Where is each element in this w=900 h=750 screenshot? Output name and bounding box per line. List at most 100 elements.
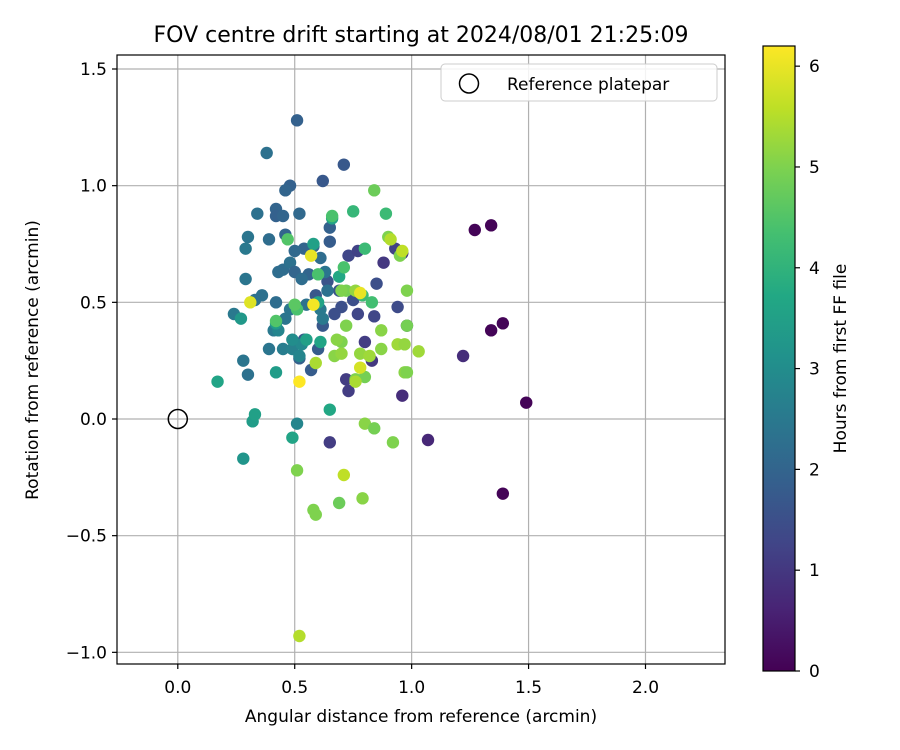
colorbar-tick-label: 3 (809, 360, 820, 380)
data-point (279, 184, 292, 197)
y-tick-label: 0.0 (80, 410, 107, 430)
legend: Reference platepar (440, 63, 718, 102)
legend-marker-reference (458, 73, 480, 94)
data-point (339, 319, 353, 332)
data-point (323, 221, 336, 234)
data-point (354, 361, 367, 374)
data-point (290, 417, 304, 430)
data-point (356, 492, 369, 505)
data-point (248, 408, 262, 421)
data-point (323, 436, 336, 449)
data-point (368, 184, 381, 197)
data-point (368, 422, 381, 435)
data-point (358, 370, 372, 384)
data-point (321, 284, 334, 297)
x-tick-label: 1.0 (398, 678, 425, 698)
data-point (314, 335, 327, 349)
data-point (321, 275, 334, 288)
data-point (239, 242, 252, 255)
x-tick-label: 0.0 (164, 678, 191, 698)
data-point (293, 349, 306, 363)
data-point (304, 249, 318, 262)
data-point (342, 384, 355, 398)
data-point (484, 324, 498, 337)
data-point (400, 366, 414, 379)
data-point (311, 268, 325, 281)
data-point (400, 284, 414, 297)
data-point (211, 375, 224, 388)
data-point (496, 487, 510, 500)
data-point (391, 300, 404, 314)
data-point (316, 174, 329, 188)
colorbar: 0 1 2 3 4 5 6 Hours from first FF file (762, 45, 851, 682)
y-axis-label: Rotation from reference (arcmin) (23, 220, 43, 500)
data-point (412, 345, 425, 358)
data-points (211, 114, 533, 643)
data-point (309, 508, 322, 521)
data-point (335, 347, 348, 360)
x-tick-label: 0.5 (281, 678, 308, 698)
data-point (323, 403, 336, 416)
data-point (346, 205, 360, 218)
data-point (269, 314, 283, 328)
data-point (307, 298, 320, 311)
colorbar-tick-label: 1 (809, 561, 820, 581)
x-tick-label: 2.0 (632, 678, 659, 698)
y-tick-label: 1.5 (80, 60, 107, 80)
data-point (370, 277, 383, 290)
data-point (354, 347, 367, 360)
colorbar-ticks: 0 1 2 3 4 5 6 (795, 57, 820, 682)
data-point (337, 468, 351, 482)
colorbar-tick-label: 5 (809, 158, 820, 178)
data-point (375, 342, 388, 356)
data-point (456, 349, 470, 363)
data-point (335, 284, 348, 297)
data-point (396, 244, 409, 258)
data-point (384, 233, 397, 246)
data-point (286, 431, 299, 444)
y-tick-label: 0.5 (80, 293, 107, 313)
data-point (272, 265, 285, 279)
data-point (288, 298, 301, 311)
data-point (351, 307, 365, 321)
data-point (293, 375, 306, 388)
y-tick-label: −0.5 (66, 527, 107, 547)
data-point (337, 261, 351, 274)
data-point (276, 209, 290, 223)
data-point (279, 312, 292, 325)
data-point (396, 389, 409, 402)
data-point (363, 349, 376, 363)
data-point (260, 146, 273, 160)
data-point (398, 338, 411, 351)
data-point (251, 207, 264, 220)
y-tick-label: 1.0 (80, 177, 107, 197)
data-point (288, 244, 301, 258)
data-point (286, 333, 299, 346)
colorbar-tick-label: 0 (809, 662, 820, 682)
data-point (358, 242, 372, 255)
reference-platepar-marker (167, 408, 189, 430)
data-point (421, 433, 435, 447)
data-point (314, 251, 327, 265)
chart-title: FOV centre drift starting at 2024/08/01 … (154, 23, 689, 48)
data-point (354, 286, 367, 300)
x-axis-ticks: 0.0 0.5 1.0 1.5 2.0 (164, 664, 659, 698)
data-point (332, 496, 346, 510)
data-point (332, 270, 346, 283)
data-point (290, 464, 304, 477)
data-point (323, 235, 336, 248)
data-point (368, 310, 381, 323)
data-point (307, 237, 320, 251)
data-point (269, 366, 283, 379)
data-point (276, 342, 290, 356)
data-point (239, 272, 252, 286)
data-point (244, 296, 257, 309)
plot-frame (116, 54, 726, 665)
data-point (241, 368, 255, 381)
data-point (281, 233, 294, 246)
data-point (293, 207, 306, 220)
y-tick-label: −1.0 (66, 643, 107, 663)
data-point (484, 219, 498, 232)
data-point (358, 417, 372, 430)
